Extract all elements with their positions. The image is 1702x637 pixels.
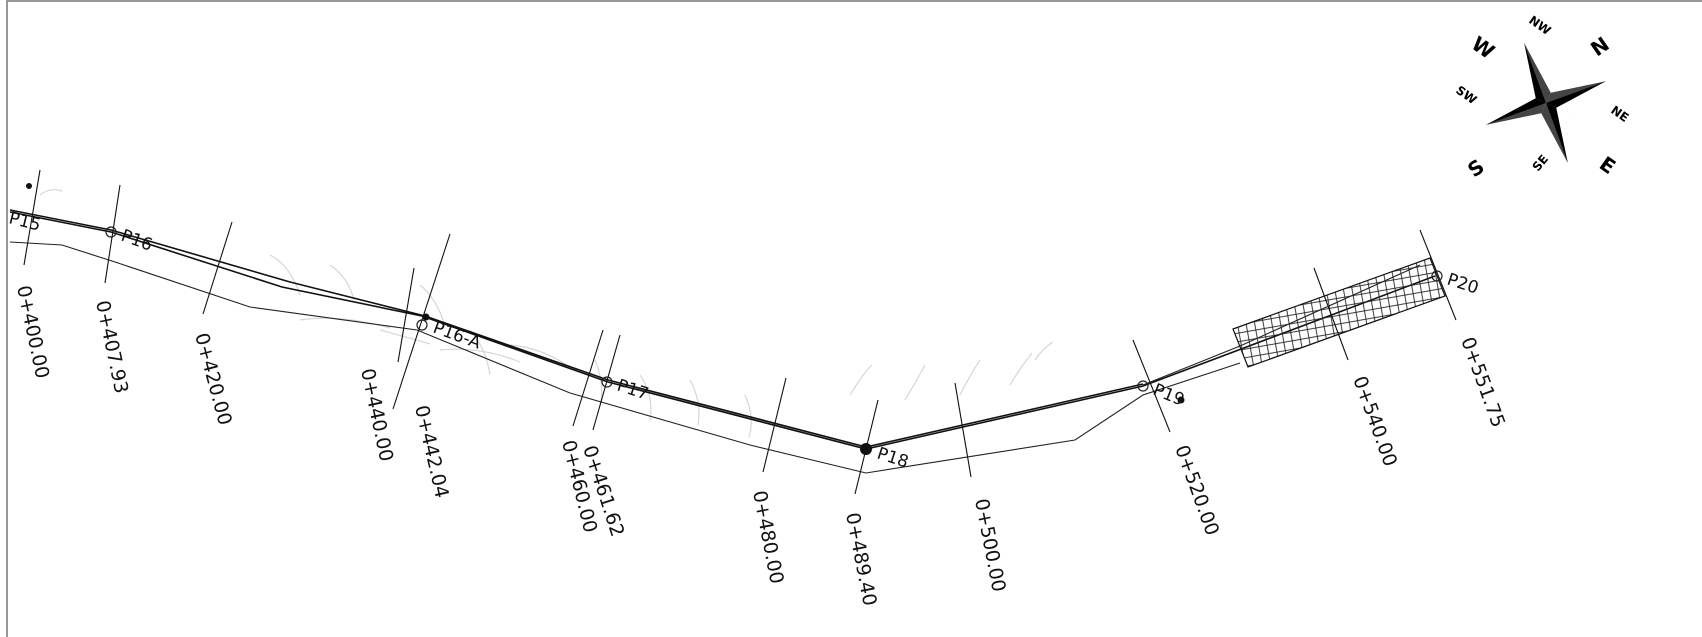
compass-w: W [1467,31,1499,63]
station-label: 0+520.00 [1170,442,1223,538]
point-markers [26,183,1443,455]
point-label-p17: P17 [614,376,651,405]
compass-se: SE [1530,152,1552,174]
point-marker-p19 [1137,380,1149,392]
point-label-p20: P20 [1444,270,1481,299]
alignment-edge-top [9,209,1144,448]
compass-ne: NE [1608,103,1631,125]
station-label: 0+407.93 [91,298,132,395]
terrain-contours [39,189,1054,438]
station-label: 0+500.00 [970,497,1010,594]
compass-rose-icon [1485,42,1607,164]
point-marker-p17 [601,376,613,388]
point-marker-p20 [1431,270,1443,282]
point-label-p19: P19 [1150,380,1187,410]
compass-nw: NW [1526,13,1553,38]
compass-e: E [1595,151,1620,179]
station-label: 0+489.40 [841,511,881,608]
point-marker-p15-dot [26,183,32,189]
sheet-frame [6,0,1702,637]
point-label-p16: P16 [118,226,155,256]
point-marker-dot [422,313,430,321]
compass-n: N [1586,32,1613,61]
point-label-p16a: P16-A [430,318,483,354]
station-label: 0+540.00 [1348,373,1401,469]
alignment-centerline [9,211,1436,450]
station-label: 0+400.00 [12,283,53,380]
station-label: 0+480.00 [748,489,788,586]
point-label-p18: P18 [874,444,911,473]
station-label: 0+551.75 [1456,334,1509,430]
station-label: 0+420.00 [190,331,236,428]
point-marker-p19-dot [1177,396,1185,404]
point-marker-p16 [105,226,117,238]
compass-s: S [1463,154,1489,182]
compass-sw: SW [1453,83,1479,107]
alignment-offset-bottom [9,241,1241,474]
point-label-p15: P15 [7,208,43,235]
point-marker-p16a [416,319,428,331]
point-marker-p18 [860,443,872,455]
hatched-structure [1232,257,1446,368]
station-label: 0+442.04 [410,403,453,500]
station-label: 0+440.00 [356,366,397,463]
